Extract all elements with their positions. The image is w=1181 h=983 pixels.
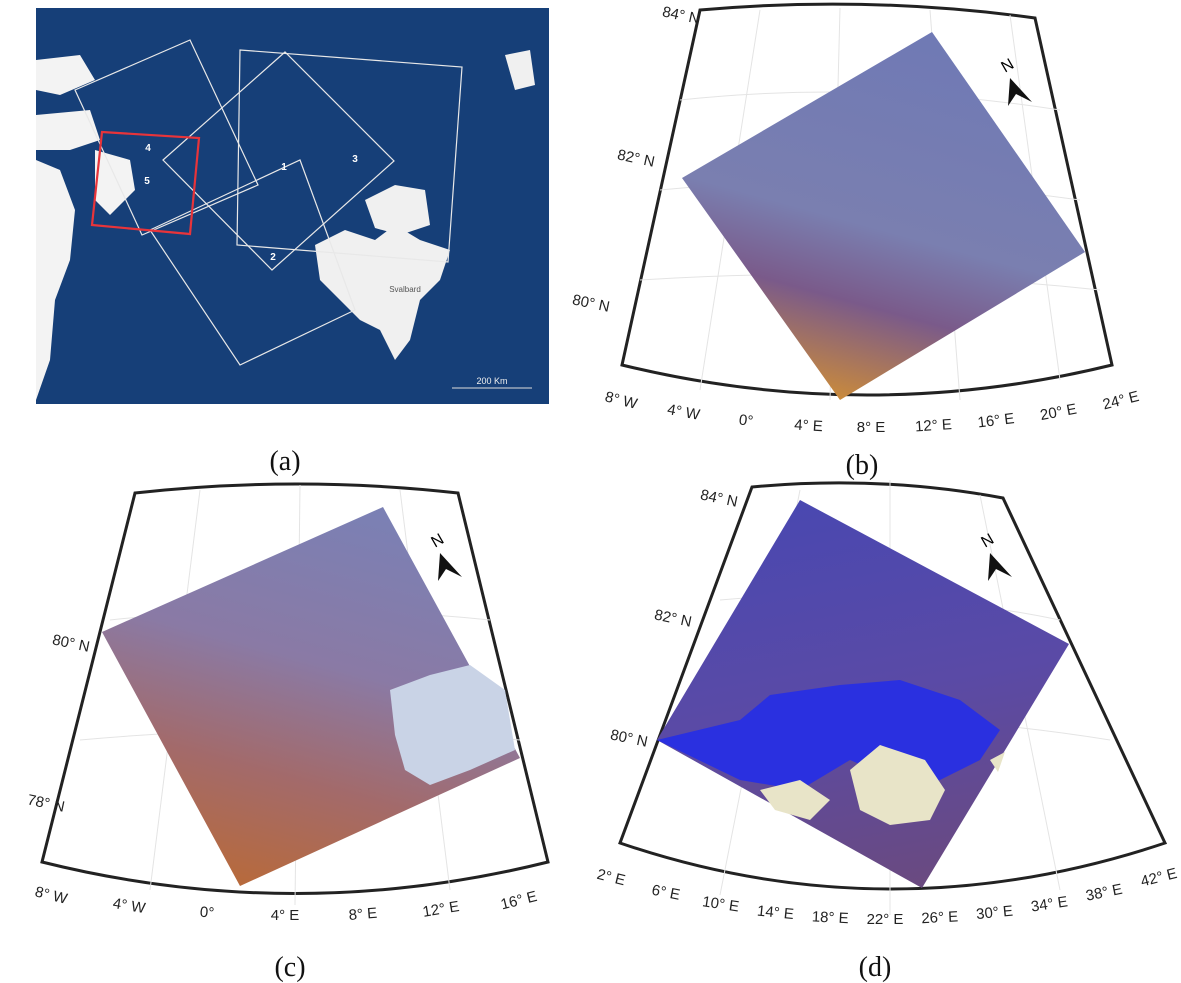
panel-c <box>42 484 548 905</box>
longitude-label: 38° E <box>1084 881 1123 905</box>
longitude-label: 14° E <box>756 903 794 924</box>
footprint-number: 5 <box>144 176 150 187</box>
panel-label: (b) <box>846 450 879 481</box>
longitude-label: 8° E <box>348 905 378 924</box>
longitude-label: 24° E <box>1101 388 1141 413</box>
footprint-number: 4 <box>145 143 151 154</box>
footprint-number: 3 <box>352 154 358 165</box>
longitude-label: 18° E <box>811 908 849 927</box>
longitude-label: 16° E <box>499 888 539 913</box>
latitude-label: 80° N <box>51 631 91 655</box>
longitude-label: 4° E <box>271 907 300 924</box>
longitude-label: 42° E <box>1139 865 1179 890</box>
footprint-number: 1 <box>281 162 287 173</box>
footprint-number: 2 <box>270 252 276 263</box>
longitude-label: 12° E <box>915 416 953 435</box>
latitude-label: 82° N <box>653 606 693 630</box>
latitude-label: 80° N <box>571 291 611 315</box>
longitude-label: 26° E <box>921 908 959 927</box>
longitude-label: 30° E <box>975 903 1013 924</box>
longitude-label: 8° W <box>33 883 70 908</box>
longitude-label: 34° E <box>1030 893 1069 915</box>
longitude-label: 6° E <box>650 882 681 904</box>
latitude-label: 84° N <box>699 486 739 510</box>
scale-label: 200 Km <box>476 376 507 386</box>
panel-label: (c) <box>274 952 305 983</box>
panel-a <box>36 8 549 404</box>
longitude-label: 2° E <box>595 866 627 889</box>
longitude-label: 16° E <box>977 410 1016 431</box>
longitude-label: 20° E <box>1039 401 1078 424</box>
panel-d <box>620 480 1165 915</box>
longitude-label: 4° W <box>666 401 702 424</box>
figure: (a) (b) (c) (d) 1 2 3 4 5 Svalbard 200 Km 84° N 82° … <box>0 0 1181 983</box>
longitude-label: 8° E <box>857 419 886 436</box>
longitude-label: 12° E <box>421 898 460 921</box>
longitude-label: 22° E <box>867 911 904 928</box>
longitude-label: 10° E <box>701 893 740 915</box>
longitude-label: 0° <box>738 411 754 430</box>
longitude-label: 0° <box>199 904 215 922</box>
panel-label: (a) <box>269 446 300 477</box>
latitude-label: 82° N <box>616 146 656 170</box>
panel-label: (d) <box>859 952 892 983</box>
place-label: Svalbard <box>389 285 421 294</box>
latitude-label: 80° N <box>609 726 649 750</box>
longitude-label: 4° W <box>112 895 148 917</box>
latitude-label: 84° N <box>661 3 701 27</box>
longitude-label: 8° W <box>603 388 640 413</box>
panel-b <box>622 4 1112 400</box>
longitude-label: 4° E <box>794 416 824 435</box>
